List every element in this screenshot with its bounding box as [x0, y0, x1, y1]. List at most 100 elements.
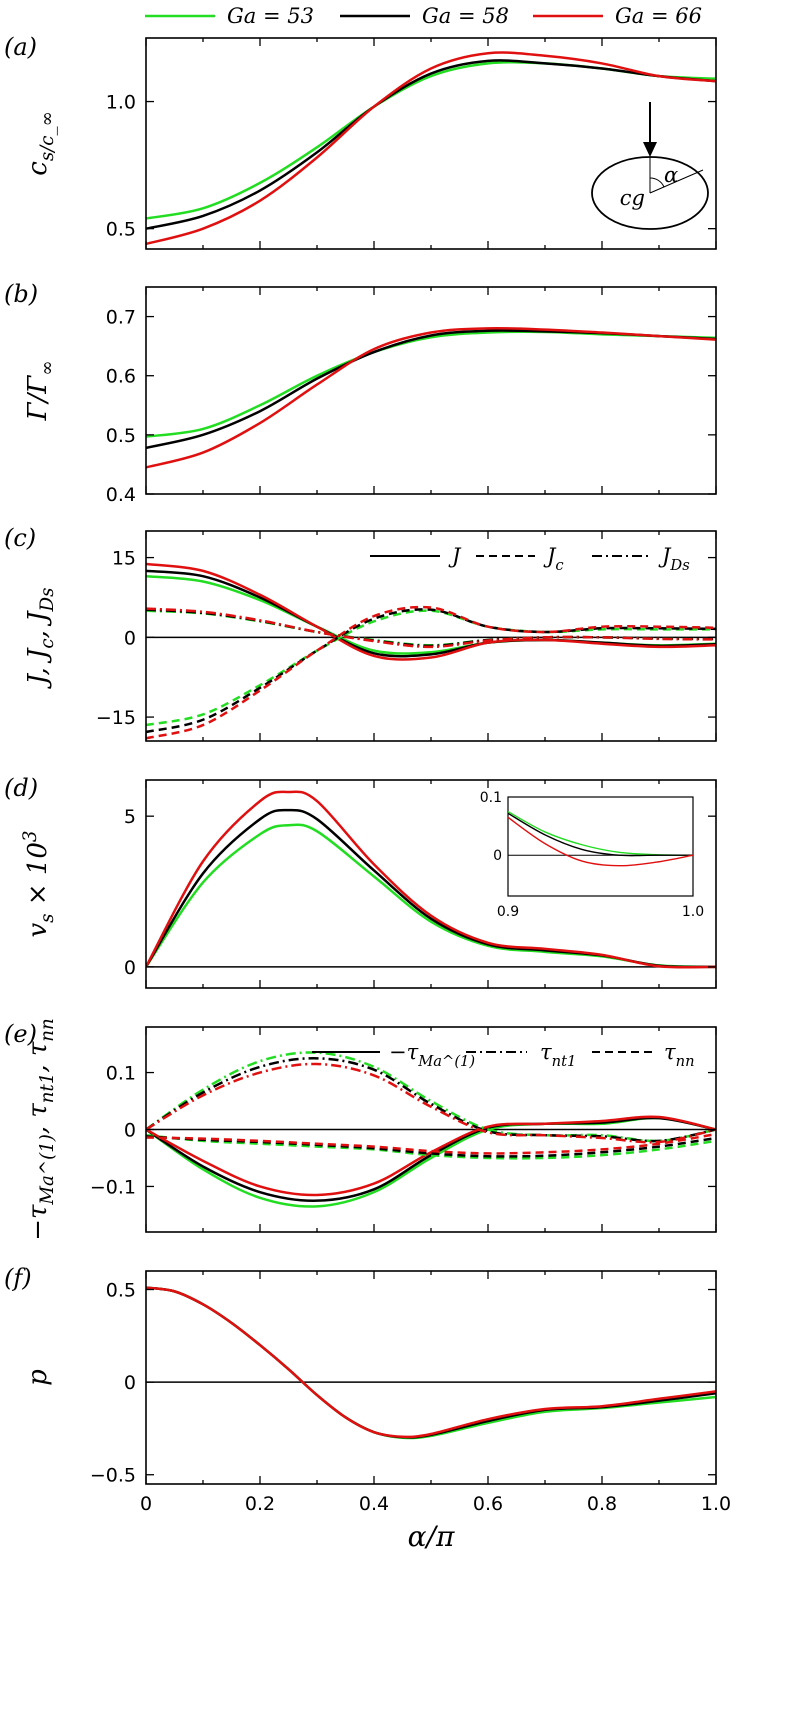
series-line-Ga66-J-2	[146, 562, 716, 661]
series-line-Ga66-2	[146, 790, 716, 969]
panel-label: (e)	[4, 1020, 37, 1048]
y-tick-label: 0.1	[106, 1063, 136, 1085]
panel-label: (c)	[4, 524, 36, 552]
y-tick-label: 0	[124, 1120, 136, 1142]
panel-label: (a)	[4, 33, 37, 61]
radius-line	[649, 169, 704, 194]
y-tick-label: 0.6	[106, 366, 136, 388]
series-line-Ga66-2	[146, 51, 716, 246]
panel-label: (f)	[4, 1264, 32, 1292]
panel-legend-label-1: Jc	[543, 544, 564, 574]
series-group	[146, 1286, 716, 1440]
series-line-Ga66-J_Ds-8	[146, 607, 716, 649]
series-line-Ga58-_Ma1-1	[146, 1116, 716, 1202]
panel-legend-label-2: JDs	[658, 544, 690, 574]
series-line-Ga66-_Ma1-2	[146, 1115, 716, 1197]
y-tick-label: 1.0	[106, 92, 136, 114]
alpha-label: α	[664, 163, 678, 187]
panel-d: 0 5 (d) vs × 103 0.9 1.0 0 0.1	[4, 774, 717, 989]
y-tick-label: 0.5	[106, 425, 136, 447]
panel-legend-label-0: J	[448, 544, 462, 568]
y-axis-label: Γ/Γ∞	[23, 361, 58, 422]
y-tick-label: 0	[124, 1372, 136, 1394]
y-axis-label: cs/c_∞	[23, 111, 58, 175]
series-group	[146, 51, 716, 246]
series-line-Ga53-J_c-3	[146, 609, 716, 727]
y-tick-label: 0.4	[106, 484, 136, 506]
y-tick-label: 0	[124, 627, 136, 649]
x-tick-label: 0.6	[473, 1493, 503, 1515]
series-line-Ga58-_nt1-4	[146, 1057, 716, 1143]
y-axis-label: vs × 103	[20, 830, 58, 937]
x-tick-label: 1.0	[701, 1493, 731, 1515]
legend-label-1: Ga = 58	[422, 4, 509, 28]
panel-e: −0.1 0 0.1 (e)−τMa^(1), τnt1, τnn −τMa^(1) τn…	[4, 1018, 717, 1241]
series-line-Ga66-_nn-8	[146, 1132, 716, 1155]
y-tick-label: −0.5	[90, 1465, 136, 1487]
cg-label: cg	[620, 186, 645, 210]
panel-c: −15 0 15 (c) J, Jc, JDs J Jc JDs	[4, 524, 717, 742]
x-axis-label: α/π	[408, 1520, 455, 1553]
panel-legend-label-0: −τMa^(1)	[389, 1040, 475, 1070]
y-tick-label: 0.5	[106, 1280, 136, 1302]
inset-y-tick-label: 0.1	[480, 790, 502, 806]
plot-frame	[145, 1270, 717, 1485]
inset-x-tick-label: 0.9	[497, 904, 519, 920]
inset-y-tick-label: 0	[493, 848, 502, 864]
plot-frame	[145, 286, 717, 495]
y-axis-label: p	[23, 1369, 53, 1386]
panel-a: 0.51.0(a)cs/c_∞cgα	[4, 33, 717, 250]
legend-label-2: Ga = 66	[615, 4, 702, 28]
inset-frame	[507, 796, 694, 897]
y-tick-label: 5	[124, 806, 136, 828]
panel-b: 0.4 0.5 0.6 0.7 (b) Γ/Γ∞	[4, 280, 717, 506]
series-line-Ga58-1	[146, 59, 716, 230]
inset-series-2	[507, 816, 694, 867]
y-tick-label: 0.5	[106, 219, 136, 241]
panel-legend-label-2: τnn	[664, 1040, 695, 1070]
y-tick-label: −15	[96, 707, 136, 729]
series-line-Ga66-2	[146, 327, 716, 469]
x-axis: 0 0.2 0.4 0.6 0.8 1.0 α/π	[140, 1493, 731, 1553]
series-group	[146, 327, 716, 469]
bubble-sketch: cgα	[591, 102, 709, 230]
y-axis-label: −τMa^(1), τnt1, τnn	[23, 1018, 58, 1241]
series-group	[146, 790, 716, 969]
panel-legend: −τMa^(1) τnt1 τnn	[312, 1040, 695, 1070]
panel-legend-label-1: τnt1	[540, 1040, 576, 1070]
panel-f: −0.5 0 0.5 (f) p	[4, 1264, 717, 1487]
series-line-Ga58-1	[146, 1286, 716, 1439]
legend-label-0: Ga = 53	[227, 4, 314, 28]
series-group	[146, 562, 716, 740]
x-tick-label: 0.4	[359, 1493, 389, 1515]
x-tick-label: 0	[140, 1493, 152, 1515]
series-line-Ga66-2	[146, 1286, 716, 1439]
x-tick-label: 0.2	[245, 1493, 275, 1515]
panel-legend: J Jc JDs	[370, 544, 690, 574]
series-line-Ga58-J-1	[146, 569, 716, 658]
series-line-Ga66-_nt1-5	[146, 1062, 716, 1144]
x-tick-label: 0.8	[587, 1493, 617, 1515]
series-line-Ga66-J_c-5	[146, 605, 716, 740]
zoom-inset: 0.9 1.0 0 0.1	[480, 790, 704, 920]
series-line-Ga53-0	[146, 1286, 716, 1440]
inset-series-1	[507, 812, 693, 857]
y-tick-label: 15	[112, 548, 136, 570]
figure-legend: Ga = 53 Ga = 58 Ga = 66	[145, 4, 702, 28]
series-line-Ga53-_nn-6	[146, 1133, 716, 1160]
angle-arc	[649, 177, 665, 188]
series-line-Ga53-_Ma1-0	[146, 1116, 716, 1208]
y-tick-label: 0	[124, 957, 136, 979]
series-group	[146, 1051, 716, 1208]
arrow-head-icon	[643, 142, 657, 157]
panel-label: (d)	[4, 774, 38, 802]
series-line-Ga58-1	[146, 329, 716, 450]
y-axis-label: J, Jc, JDs	[23, 588, 58, 690]
y-tick-label: −0.1	[90, 1176, 136, 1198]
panel-label: (b)	[4, 280, 38, 308]
series-line-Ga53-0	[146, 330, 716, 438]
series-line-Ga58-J_c-4	[146, 608, 716, 734]
inset-x-tick-label: 1.0	[682, 904, 704, 920]
y-tick-label: 0.7	[106, 307, 136, 329]
